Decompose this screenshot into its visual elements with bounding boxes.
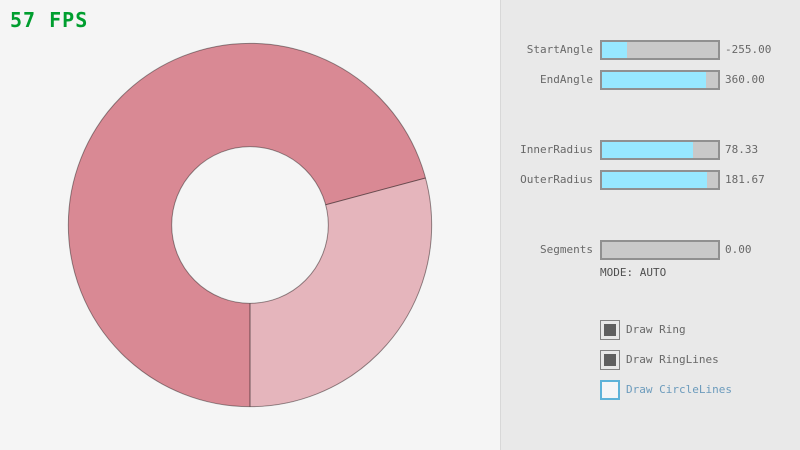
innerradius-label: InnerRadius [520, 143, 593, 156]
checkmark-icon [604, 324, 616, 336]
draw-ringlines-label: Draw RingLines [626, 353, 719, 366]
draw-ring-checkbox[interactable] [600, 320, 620, 340]
endangle-slider[interactable] [600, 70, 720, 90]
checkbox-row-draw-ringlines: Draw RingLines [500, 350, 800, 370]
draw-circlelines-checkbox[interactable] [600, 380, 620, 400]
slider-row-startangle: StartAngle -255.00 [500, 40, 800, 60]
slider-row-segments: Segments 0.00 [500, 240, 800, 260]
checkbox-row-draw-ring: Draw Ring [500, 320, 800, 340]
draw-ringlines-checkbox[interactable] [600, 350, 620, 370]
fps-counter: 57 FPS [10, 8, 89, 32]
innerradius-slider[interactable] [600, 140, 720, 160]
checkmark-icon [604, 354, 616, 366]
checkbox-row-draw-circlelines: Draw CircleLines [500, 380, 800, 400]
startangle-value: -255.00 [725, 43, 772, 56]
endangle-label: EndAngle [540, 73, 593, 86]
draw-ring-label: Draw Ring [626, 323, 686, 336]
slider-row-innerradius: InnerRadius 78.33 [500, 140, 800, 160]
endangle-value: 360.00 [725, 73, 765, 86]
outerradius-slider[interactable] [600, 170, 720, 190]
outerradius-label: OuterRadius [520, 173, 593, 186]
innerradius-value: 78.33 [725, 143, 759, 156]
slider-fill [602, 172, 708, 188]
slider-row-endangle: EndAngle 360.00 [500, 70, 800, 90]
slider-fill [602, 72, 707, 88]
draw-circlelines-label: Draw CircleLines [626, 383, 732, 396]
segments-label: Segments [540, 243, 593, 256]
segments-slider[interactable] [600, 240, 720, 260]
slider-row-outerradius: OuterRadius 181.67 [500, 170, 800, 190]
startangle-slider[interactable] [600, 40, 720, 60]
slider-fill [602, 142, 693, 158]
segments-value: 0.00 [725, 243, 752, 256]
startangle-label: StartAngle [526, 43, 593, 56]
slider-fill [602, 42, 628, 58]
outerradius-value: 181.67 [725, 173, 765, 186]
mode-indicator: MODE: AUTO [600, 266, 667, 279]
